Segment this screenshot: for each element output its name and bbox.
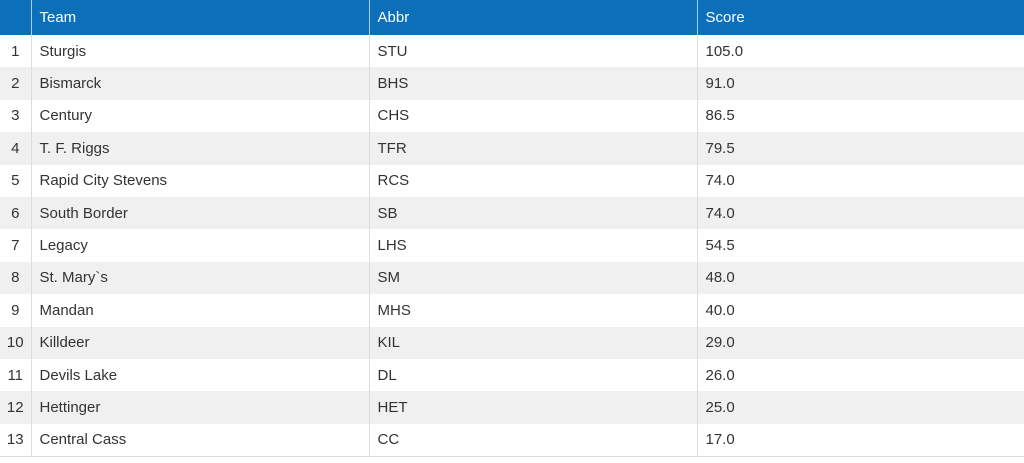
team-cell: Hettinger — [30, 391, 369, 424]
abbr-cell: CHS — [368, 99, 697, 133]
team-cell: Devils Lake — [30, 358, 369, 392]
abbr-cell: DL — [368, 358, 697, 392]
abbr-cell: SM — [368, 261, 697, 295]
rank-cell: 8 — [0, 261, 31, 295]
team-cell: Bismarck — [30, 67, 369, 100]
table-row: 12 Hettinger HET 25.0 — [0, 391, 1024, 424]
score-cell: 74.0 — [696, 196, 1024, 230]
score-cell: 40.0 — [696, 294, 1024, 327]
abbr-cell: BHS — [368, 67, 697, 100]
rank-cell: 2 — [0, 67, 31, 100]
table-row: 5 Rapid City Stevens RCS 74.0 — [0, 164, 1024, 197]
team-cell: Mandan — [30, 294, 369, 327]
header-team: Team — [30, 0, 369, 35]
abbr-cell: SB — [368, 196, 697, 230]
rank-cell: 3 — [0, 99, 31, 133]
score-cell: 26.0 — [696, 358, 1024, 392]
header-score: Score — [696, 0, 1024, 35]
table-row: 4 T. F. Riggs TFR 79.5 — [0, 132, 1024, 165]
score-cell: 74.0 — [696, 164, 1024, 197]
score-cell: 79.5 — [696, 132, 1024, 165]
team-cell: Legacy — [30, 229, 369, 262]
table-row: 11 Devils Lake DL 26.0 — [0, 358, 1024, 392]
abbr-cell: LHS — [368, 229, 697, 262]
rank-cell: 12 — [0, 391, 31, 424]
table-header-row: Team Abbr Score — [0, 0, 1024, 35]
rank-cell: 7 — [0, 229, 31, 262]
score-cell: 86.5 — [696, 99, 1024, 133]
rank-cell: 6 — [0, 196, 31, 230]
header-rank — [0, 0, 31, 35]
score-cell: 91.0 — [696, 67, 1024, 100]
abbr-cell: HET — [368, 391, 697, 424]
table-row: 3 Century CHS 86.5 — [0, 99, 1024, 133]
table-row: 1 Sturgis STU 105.0 — [0, 35, 1024, 68]
rank-cell: 11 — [0, 358, 31, 392]
team-cell: Rapid City Stevens — [30, 164, 369, 197]
rank-cell: 4 — [0, 132, 31, 165]
table-row: 8 St. Mary`s SM 48.0 — [0, 261, 1024, 295]
rank-cell: 13 — [0, 423, 31, 457]
rank-cell: 9 — [0, 294, 31, 327]
rank-cell: 5 — [0, 164, 31, 197]
team-cell: Central Cass — [30, 423, 369, 457]
table-row: 10 Killdeer KIL 29.0 — [0, 326, 1024, 359]
team-cell: Killdeer — [30, 326, 369, 359]
table-row: 2 Bismarck BHS 91.0 — [0, 67, 1024, 100]
team-cell: Century — [30, 99, 369, 133]
table-body: 1 Sturgis STU 105.0 2 Bismarck BHS 91.0 … — [0, 35, 1024, 457]
score-cell: 48.0 — [696, 261, 1024, 295]
score-cell: 105.0 — [696, 35, 1024, 68]
header-abbr: Abbr — [368, 0, 697, 35]
score-cell: 25.0 — [696, 391, 1024, 424]
score-cell: 54.5 — [696, 229, 1024, 262]
rank-cell: 10 — [0, 326, 31, 359]
team-cell: T. F. Riggs — [30, 132, 369, 165]
abbr-cell: MHS — [368, 294, 697, 327]
abbr-cell: TFR — [368, 132, 697, 165]
abbr-cell: RCS — [368, 164, 697, 197]
table-row: 9 Mandan MHS 40.0 — [0, 294, 1024, 327]
abbr-cell: STU — [368, 35, 697, 68]
table-row: 6 South Border SB 74.0 — [0, 196, 1024, 230]
score-cell: 29.0 — [696, 326, 1024, 359]
score-cell: 17.0 — [696, 423, 1024, 457]
abbr-cell: CC — [368, 423, 697, 457]
team-cell: South Border — [30, 196, 369, 230]
rank-cell: 1 — [0, 35, 31, 68]
team-cell: St. Mary`s — [30, 261, 369, 295]
team-cell: Sturgis — [30, 35, 369, 68]
abbr-cell: KIL — [368, 326, 697, 359]
table-row: 7 Legacy LHS 54.5 — [0, 229, 1024, 262]
table-row: 13 Central Cass CC 17.0 — [0, 423, 1024, 457]
